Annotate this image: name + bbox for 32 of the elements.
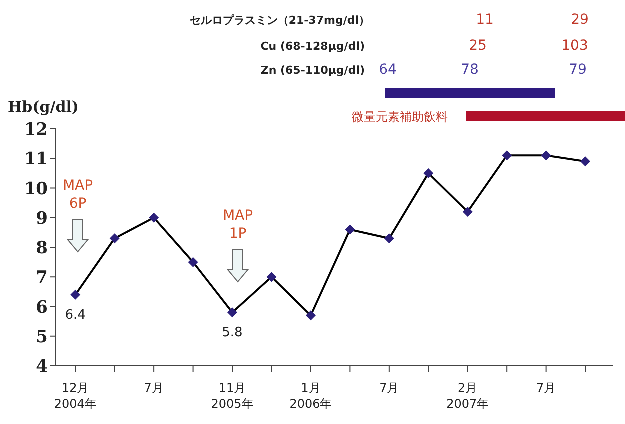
- x-tick-label: 1月 2006年: [290, 381, 332, 411]
- text: 29: [571, 12, 589, 28]
- y-tick-label: 8: [36, 238, 48, 259]
- y-axis-title: Hb(g/dl): [8, 98, 80, 116]
- text: 微量元素補助飲料: [352, 110, 448, 124]
- y-tick-label: 10: [24, 179, 48, 200]
- y-tick-label: 12: [24, 120, 48, 140]
- y-tick-label: 5: [36, 327, 48, 348]
- y-tick-label: 7: [36, 268, 48, 288]
- x-tick-label: 7月: [536, 381, 556, 395]
- text: Cu (68-128μg/dl): [260, 40, 365, 53]
- x-tick-label: 12月 2004年: [54, 381, 97, 411]
- text: Zn (65-110μg/dl): [260, 64, 365, 77]
- text: 78: [461, 62, 479, 78]
- text: 79: [569, 62, 587, 78]
- text: セルロプラスミン（21-37mg/dl）: [190, 14, 370, 27]
- annotation: MAP 1P: [222, 208, 254, 242]
- text: 64: [379, 62, 397, 78]
- x-tick-label: 2月 2007年: [446, 381, 490, 411]
- text: 11: [476, 12, 494, 28]
- annotation: MAP 6P: [62, 178, 94, 212]
- y-tick-label: 6: [36, 298, 48, 318]
- y-tick-label: 4: [36, 357, 48, 378]
- data-label: 6.4: [65, 308, 86, 323]
- data-label: 5.8: [222, 326, 243, 341]
- y-tick-label: 9: [36, 208, 48, 229]
- text: 103: [562, 38, 588, 54]
- x-tick-label: 7月: [380, 381, 400, 395]
- x-tick-label: 7月: [144, 381, 164, 395]
- x-tick-label: 11月 2005年: [211, 381, 254, 411]
- y-tick-label: 11: [24, 150, 48, 170]
- text: 25: [469, 38, 487, 54]
